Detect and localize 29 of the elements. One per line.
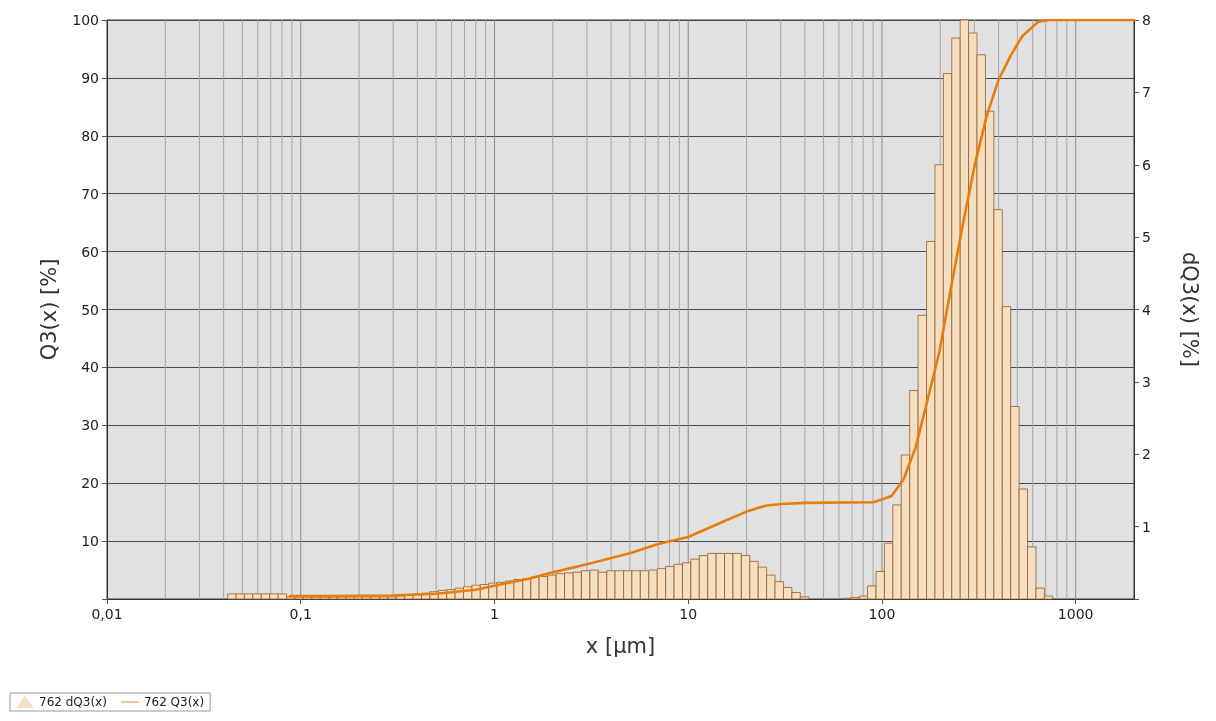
x-tick-label: 100 <box>868 606 896 622</box>
y-tick-label: 10 <box>81 533 99 550</box>
y-tick-label: 20 <box>81 475 99 492</box>
y-tick-label: 40 <box>81 359 99 376</box>
y-tick-label: 50 <box>81 301 99 318</box>
y-tick-label: 60 <box>81 243 99 260</box>
y2-tick-label: 2 <box>1142 446 1151 463</box>
x-tick-label: 10 <box>679 606 698 622</box>
y-tick-label: 70 <box>81 185 99 202</box>
y2-tick-label: 4 <box>1142 301 1151 318</box>
y2-tick-label: 7 <box>1142 84 1151 101</box>
x-tick-label: 1 <box>490 606 499 622</box>
y2-tick-label: 1 <box>1142 518 1151 535</box>
x-tick-label: 0,1 <box>289 606 312 622</box>
y2-tick-label: 8 <box>1142 12 1151 28</box>
y2-tick-label: 6 <box>1142 156 1151 173</box>
legend-label: 762 Q3(x) <box>143 695 205 709</box>
y-tick-label: 90 <box>81 69 99 86</box>
y-tick-label: 30 <box>81 417 99 434</box>
y-axis-title: Q3(x) [%] <box>36 258 61 361</box>
y-tick-label: 80 <box>81 127 99 144</box>
y2-axis-title: dQ3(x) [%] <box>1177 251 1202 368</box>
legend-label: 762 dQ3(x) <box>39 695 107 709</box>
x-tick-label: 1000 <box>1057 606 1094 622</box>
x-axis-title: x [µm] <box>585 633 656 658</box>
y-tick-label: 100 <box>72 12 99 28</box>
x-tick-label: 0,01 <box>91 606 123 622</box>
y2-tick-label: 5 <box>1142 229 1151 246</box>
y2-tick-label: 3 <box>1142 373 1151 390</box>
